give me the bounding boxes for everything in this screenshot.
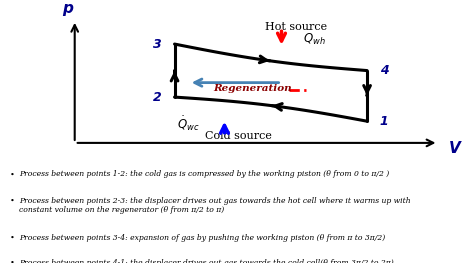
Text: Process between points 1-2: the cold gas is compressed by the working piston (θ : Process between points 1-2: the cold gas… (18, 170, 389, 178)
Text: V: V (449, 141, 461, 156)
Text: 4: 4 (380, 64, 388, 77)
Text: •: • (9, 259, 14, 263)
Text: $\dot{Q}_{wh}$: $\dot{Q}_{wh}$ (303, 29, 326, 47)
Text: Cold source: Cold source (205, 131, 272, 141)
Text: •: • (9, 170, 14, 178)
Text: Regeneration: Regeneration (214, 84, 292, 93)
Text: •: • (9, 234, 14, 241)
Text: 3: 3 (153, 38, 162, 50)
Text: Process between points 3-4: expansion of gas by pushing the working piston (θ fr: Process between points 3-4: expansion of… (18, 234, 385, 241)
Text: $\dot{Q}_{wc}$: $\dot{Q}_{wc}$ (177, 115, 200, 134)
Text: Process between points 2-3: the displacer drives out gas towards the hot cell wh: Process between points 2-3: the displace… (18, 197, 410, 214)
Text: 1: 1 (380, 115, 388, 128)
Text: •: • (9, 197, 14, 205)
Text: 2: 2 (153, 90, 162, 104)
Text: p: p (62, 1, 73, 16)
Text: Hot source: Hot source (264, 22, 327, 32)
Text: Process between points 4-1: the displacer drives out gas towards the cold cell(θ: Process between points 4-1: the displace… (18, 259, 393, 263)
